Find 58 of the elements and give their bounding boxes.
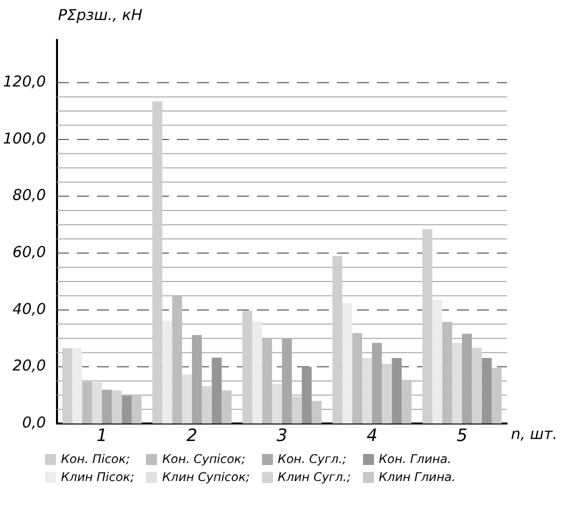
bar — [122, 396, 132, 424]
x-tick-label: 5 — [456, 426, 468, 446]
bar — [222, 390, 232, 424]
bar — [472, 348, 482, 424]
y-tick-label: 120,0 — [2, 72, 46, 91]
bar — [392, 358, 402, 424]
bar — [172, 296, 182, 424]
legend-label: Кон. Глина. — [378, 452, 452, 466]
bar — [362, 358, 372, 424]
bar — [292, 396, 302, 424]
bar — [312, 400, 322, 424]
y-tick-label: 80,0 — [12, 186, 46, 204]
x-tick-label: 3 — [276, 426, 288, 446]
bar — [302, 366, 312, 424]
y-tick-label: 20,0 — [12, 356, 46, 375]
bar — [202, 386, 212, 424]
bar — [482, 358, 492, 424]
bar — [382, 364, 392, 424]
y-tick-label: 0,0 — [22, 413, 46, 432]
bar — [432, 300, 442, 424]
bar — [492, 368, 502, 424]
x-axis-title: n, шт. — [511, 424, 558, 443]
bar — [452, 342, 462, 424]
bar — [102, 390, 112, 424]
bar — [342, 303, 352, 424]
legend-label: Клин Глина. — [378, 470, 456, 484]
bar — [152, 101, 162, 424]
bar — [422, 229, 432, 424]
bar — [182, 374, 192, 424]
bar — [352, 332, 362, 424]
legend-label: Клин Супісок; — [162, 470, 250, 484]
bar — [132, 396, 142, 424]
y-tick-label: 100,0 — [2, 129, 46, 148]
bar — [402, 380, 412, 424]
bar — [332, 256, 342, 424]
x-tick-label: 4 — [366, 426, 378, 446]
legend-label: Кон. Пісок; — [61, 452, 130, 466]
x-tick-label: 1 — [96, 426, 108, 446]
bar — [72, 348, 82, 424]
legend-label: Кон. Сугл.; — [278, 452, 346, 466]
legend-label: Клин Сугл.; — [278, 470, 351, 484]
bar — [62, 348, 72, 424]
bar — [262, 338, 272, 424]
bar — [442, 322, 452, 424]
bar — [252, 322, 262, 424]
bar — [112, 390, 122, 424]
legend-label: Кон. Супісок; — [162, 452, 246, 466]
legend-label: Клин Пісок; — [61, 470, 134, 484]
y-axis-title: PΣрзш., кН — [58, 6, 142, 24]
bar — [272, 384, 282, 424]
bar — [212, 358, 222, 424]
bar — [162, 320, 172, 424]
bar — [82, 382, 92, 424]
x-tick-label: 2 — [186, 426, 198, 446]
bar — [92, 382, 102, 424]
y-tick-label: 60,0 — [12, 243, 46, 261]
y-tick-label: 40,0 — [12, 300, 46, 318]
bar — [242, 310, 252, 424]
